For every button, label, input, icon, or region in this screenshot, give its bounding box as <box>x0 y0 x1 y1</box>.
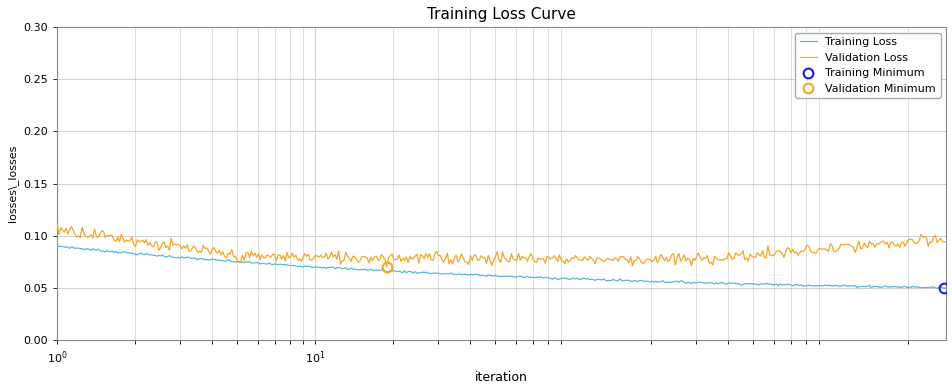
Validation Loss <box>51 221 63 226</box>
Training Loss <box>940 285 951 290</box>
Training Loss <box>532 275 544 280</box>
Validation Loss <box>475 253 486 258</box>
Y-axis label: losses\_losses: losses\_losses <box>7 145 18 222</box>
Validation Loss <box>534 257 545 262</box>
Training Loss <box>580 277 591 282</box>
Training Loss <box>918 285 929 290</box>
Validation Loss <box>381 265 392 269</box>
Training Loss <box>779 283 790 287</box>
Training Loss <box>473 273 485 278</box>
Training Loss <box>938 286 949 291</box>
Legend: Training Loss, Validation Loss, Training Minimum, Validation Minimum: Training Loss, Validation Loss, Training… <box>795 33 940 99</box>
Training Loss <box>51 243 63 248</box>
Validation Loss <box>940 240 951 244</box>
Training Loss <box>479 273 490 278</box>
Line: Training Loss: Training Loss <box>57 245 945 288</box>
Validation Loss <box>480 261 491 266</box>
Line: Validation Loss: Validation Loss <box>57 224 945 267</box>
Validation Loss <box>582 258 593 262</box>
Title: Training Loss Curve: Training Loss Curve <box>426 7 575 22</box>
Validation Loss <box>920 235 931 240</box>
Validation Loss <box>781 245 792 250</box>
X-axis label: iteration: iteration <box>475 371 527 384</box>
